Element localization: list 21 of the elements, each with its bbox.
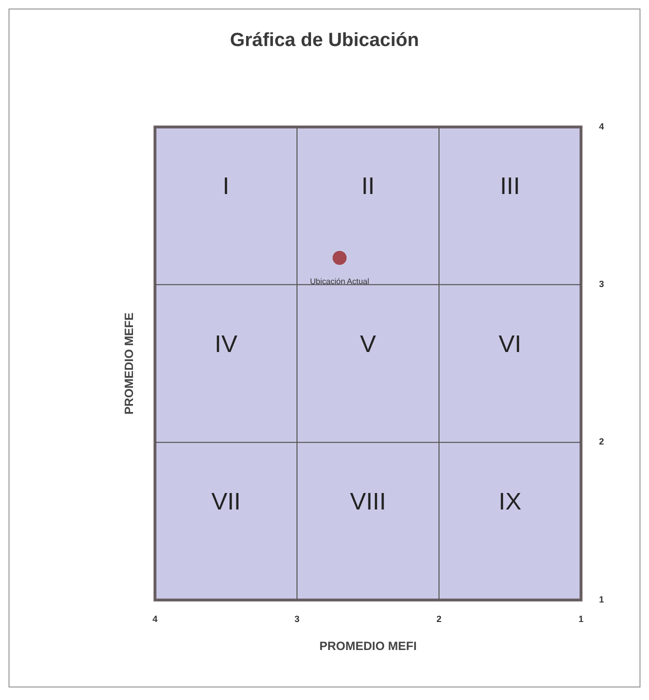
x-tick-label: 1 [578,614,584,624]
y-axis-title: PROMEDIO MEFE [122,312,136,415]
annotation: II [361,173,375,200]
annotation: VI [498,330,522,358]
annotation: I [222,173,230,200]
annotation: Ubicación Actual [310,276,370,286]
annotation: III [500,173,520,200]
x-tick-label: 3 [294,614,300,624]
x-tick-label: 2 [436,614,442,624]
annotation: V [360,330,376,358]
chart-title: Gráfica de Ubicación [230,30,420,51]
annotation: IV [214,330,238,358]
x-tick-label: 4 [152,614,158,624]
annotation: VIII [350,488,386,516]
annotation: VII [211,488,241,516]
y-tick-label: 3 [599,279,604,290]
x-axis-title: PROMEDIO MEFI [319,639,417,653]
y-tick-label: 4 [599,121,604,132]
annotation: IX [498,488,522,516]
y-tick-label: 2 [599,436,604,447]
y-tick-label: 1 [599,594,604,604]
